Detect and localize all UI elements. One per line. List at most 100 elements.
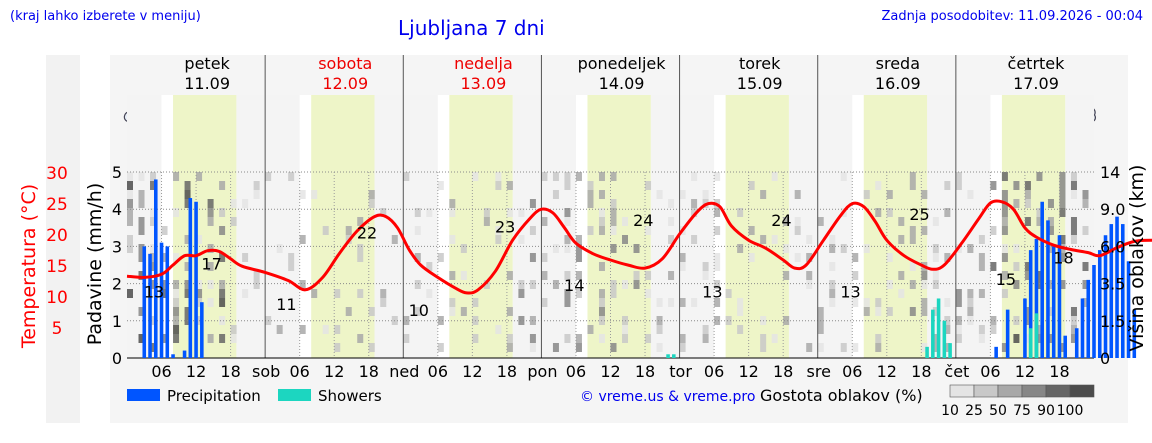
cloud-cell bbox=[196, 280, 203, 289]
cloud-cell bbox=[138, 217, 145, 226]
cloud-cell bbox=[184, 181, 191, 190]
temperature-label: 18 bbox=[1053, 248, 1073, 267]
precip-tick: 3 bbox=[112, 237, 122, 256]
cloud-cell bbox=[1070, 190, 1077, 199]
cloud-cell bbox=[691, 235, 698, 244]
cloud-cell bbox=[1059, 172, 1066, 181]
cloud-cell bbox=[150, 343, 157, 352]
cloud-cell bbox=[1001, 253, 1008, 262]
day-band bbox=[587, 95, 651, 358]
cloud-cell bbox=[460, 244, 467, 253]
cloud-cell bbox=[944, 253, 951, 262]
cloud-cell bbox=[598, 307, 605, 316]
cloud-cell bbox=[207, 208, 214, 217]
cloud-cell bbox=[230, 325, 237, 334]
cloud-cell bbox=[1082, 298, 1089, 307]
cloud-cell bbox=[575, 289, 582, 298]
hour-tick: 18 bbox=[220, 362, 240, 381]
cloud-cell bbox=[610, 217, 617, 226]
cloud-cell bbox=[564, 208, 571, 217]
temperature-axis-label: Temperatura (°C) bbox=[18, 184, 40, 349]
precip-bar bbox=[1023, 298, 1027, 358]
cloud-height-tick: 3.5 bbox=[1100, 275, 1125, 294]
precip-bar bbox=[1115, 216, 1119, 358]
density-label: 100 bbox=[1057, 403, 1084, 419]
density-swatch bbox=[949, 384, 975, 398]
night-band bbox=[788, 95, 818, 358]
precip-bar bbox=[171, 354, 175, 358]
cloud-cell bbox=[806, 271, 813, 280]
cloud-cell bbox=[829, 244, 836, 253]
shower-bar bbox=[1028, 328, 1033, 358]
cloud-cell bbox=[748, 226, 755, 235]
precip-bar bbox=[159, 242, 164, 358]
hour-tick: 12 bbox=[738, 362, 758, 381]
cloud-cell bbox=[1036, 334, 1043, 343]
day-date: 17.09 bbox=[1013, 74, 1059, 93]
cloud-cell bbox=[219, 208, 226, 217]
cloud-cell bbox=[196, 298, 203, 307]
cloud-cell bbox=[1024, 199, 1031, 208]
cloud-cell bbox=[691, 172, 698, 181]
x-axis-ticks: 06 12 18 sob 06 12 18 ned 06 12 18 pon 06 12 18 tor 06 12… bbox=[151, 362, 1069, 381]
cloud-cell bbox=[944, 208, 951, 217]
cloud-cell bbox=[483, 280, 490, 289]
cloud-cell bbox=[679, 334, 686, 343]
cloud-cell bbox=[1001, 172, 1008, 181]
cloud-cell bbox=[702, 325, 709, 334]
day-date: 14.09 bbox=[599, 74, 645, 93]
cloud-cell bbox=[138, 334, 145, 343]
cloud-cell bbox=[1059, 190, 1066, 199]
precipitation-bars bbox=[142, 179, 1137, 358]
cloud-cell bbox=[921, 307, 928, 316]
cloud-cell bbox=[598, 190, 605, 199]
cloud-cell bbox=[1059, 343, 1066, 352]
cloud-density-scale: 10 25 50 75 90 100 bbox=[941, 384, 1095, 419]
precip-tick: 0 bbox=[112, 349, 122, 368]
cloud-cell bbox=[506, 271, 513, 280]
cloud-cell bbox=[529, 334, 536, 343]
cloud-cell bbox=[150, 208, 157, 217]
hour-tick: 12 bbox=[600, 362, 620, 381]
cloud-cell bbox=[403, 334, 410, 343]
hour-tick: 18 bbox=[497, 362, 517, 381]
cloud-cell bbox=[932, 217, 939, 226]
precip-bar bbox=[1092, 265, 1096, 358]
cloud-cell bbox=[1082, 226, 1089, 235]
cloud-cell bbox=[161, 253, 168, 262]
cloud-cell bbox=[357, 217, 364, 226]
cloud-cell bbox=[610, 226, 617, 235]
cloud-cell bbox=[575, 235, 582, 244]
cloud-cell bbox=[575, 244, 582, 253]
day-abbrev-tick: sob bbox=[252, 362, 280, 381]
cloud-cell bbox=[518, 289, 525, 298]
cloud-height-tick: 1.5 bbox=[1100, 312, 1125, 331]
cloud-cell bbox=[794, 190, 801, 199]
cloud-cell bbox=[932, 343, 939, 352]
cloud-cell bbox=[380, 208, 387, 217]
cloud-cell bbox=[391, 235, 398, 244]
cloud-cell bbox=[138, 190, 145, 199]
cloud-cell bbox=[932, 244, 939, 253]
cloud-cell bbox=[161, 289, 168, 298]
cloud-cell bbox=[575, 271, 582, 280]
cloud-cell bbox=[645, 181, 652, 190]
cloud-cell bbox=[598, 334, 605, 343]
day-band bbox=[449, 95, 513, 358]
cloud-density-legend-title: Gostota oblakov (%) bbox=[760, 386, 923, 405]
cloud-cell bbox=[150, 244, 157, 253]
cloud-cell bbox=[242, 199, 249, 208]
cloud-cell bbox=[506, 208, 513, 217]
cloud-cell bbox=[702, 334, 709, 343]
cloud-cell bbox=[173, 298, 180, 307]
cloud-cell bbox=[668, 235, 675, 244]
cloud-cell bbox=[552, 172, 559, 181]
night-band bbox=[650, 95, 680, 358]
cloud-cell bbox=[230, 199, 237, 208]
density-label: 75 bbox=[1013, 403, 1031, 419]
cloud-cell bbox=[967, 244, 974, 253]
cloud-cell bbox=[564, 289, 571, 298]
cloud-cell bbox=[852, 298, 859, 307]
cloud-cell bbox=[668, 199, 675, 208]
cloud-cell bbox=[886, 253, 893, 262]
